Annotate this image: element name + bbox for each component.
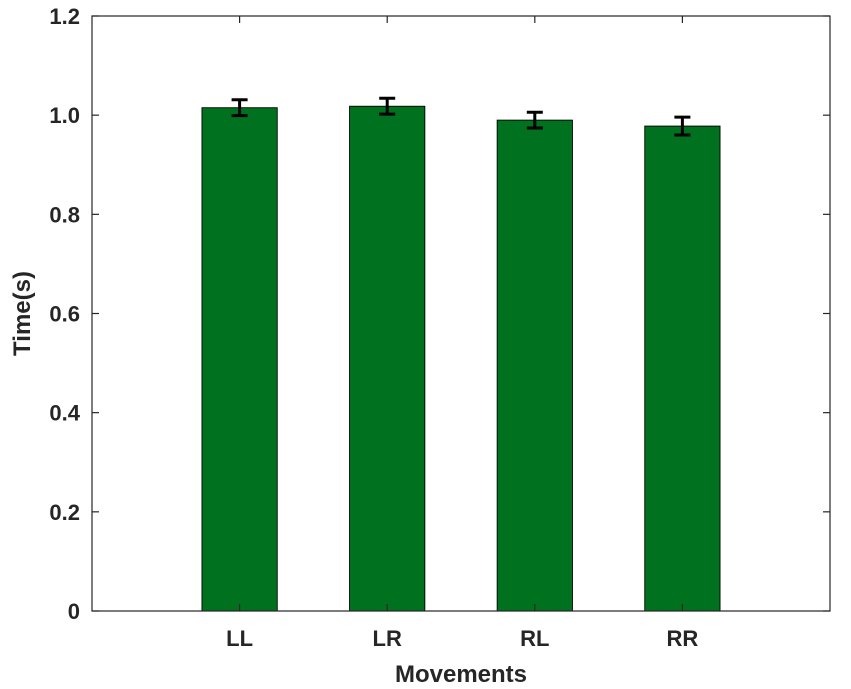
bar-lr: [349, 105, 426, 612]
x-tick-label: RL: [520, 626, 549, 651]
x-tick-label: LR: [373, 626, 402, 651]
error-bar-ll: [231, 98, 248, 118]
x-axis-label: Movements: [395, 661, 527, 688]
y-tick-label: 0.4: [49, 401, 80, 426]
y-axis-label: Time(s): [9, 271, 36, 356]
x-tick-label: RR: [667, 626, 699, 651]
y-tick-label: 1.0: [49, 103, 80, 128]
bar-rl: [496, 119, 573, 612]
x-tick-label: LL: [226, 626, 253, 651]
y-tick-label: 0: [68, 599, 80, 624]
bar-rr: [644, 125, 721, 612]
y-tick-label: 0.2: [49, 500, 80, 525]
error-bar-lr: [379, 96, 396, 116]
ticks-layer: [92, 15, 830, 612]
error-bar-rr: [674, 115, 691, 137]
y-tick-label: 0.8: [49, 202, 80, 227]
y-tick-label: 0.6: [49, 302, 80, 327]
y-tick-label: 1.2: [49, 4, 80, 29]
error-bars-layer: [231, 96, 691, 137]
bars-layer: [201, 105, 721, 612]
bar-ll: [201, 107, 278, 612]
error-bar-rl: [526, 110, 543, 130]
tick-labels-layer: LL LR RL RR 0 0.2 0.4 0.6 0.8 1.0 1.2: [49, 4, 698, 651]
